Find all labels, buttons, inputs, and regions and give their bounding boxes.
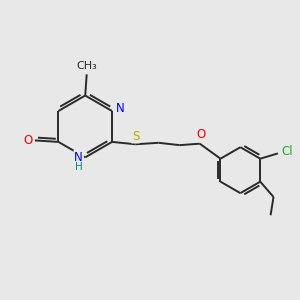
Text: H: H <box>75 162 82 172</box>
Text: N: N <box>116 102 124 115</box>
Text: O: O <box>24 134 33 147</box>
Text: O: O <box>196 128 206 141</box>
Text: N: N <box>74 151 83 164</box>
Text: S: S <box>132 130 139 142</box>
Text: CH₃: CH₃ <box>76 61 97 71</box>
Text: Cl: Cl <box>281 146 293 158</box>
